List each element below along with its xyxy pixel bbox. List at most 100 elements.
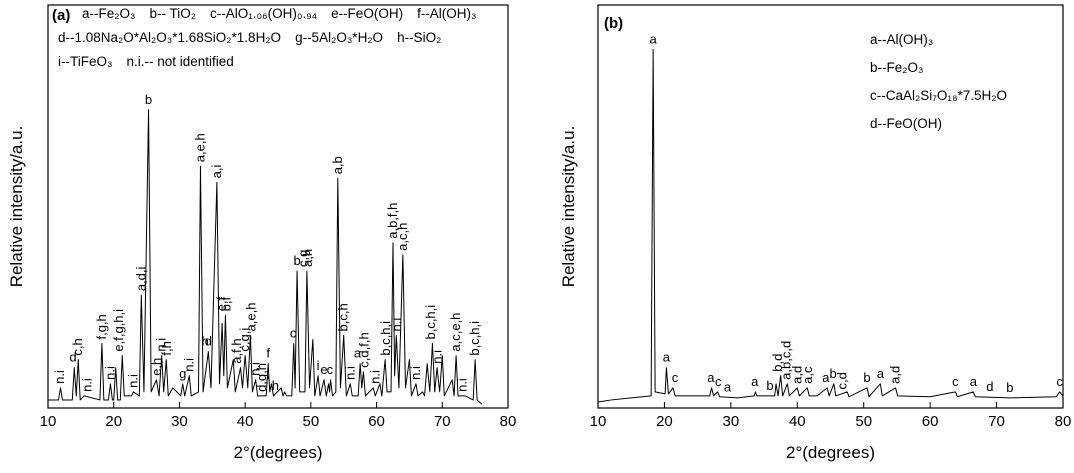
x-tick-label: 60 — [922, 413, 939, 430]
peak-label: c,d,f,h — [357, 332, 372, 367]
peak-label: f,g,h — [94, 314, 109, 339]
plot-frame — [47, 4, 509, 409]
peak-label: b — [1006, 380, 1013, 395]
x-tick-label: 50 — [303, 413, 320, 430]
peak-label: a,b,c,d — [779, 341, 794, 380]
peak-label: c — [290, 326, 297, 341]
peak-label: a,h — [300, 249, 315, 267]
peak-label: a,d — [888, 366, 903, 384]
peak-label: a — [707, 370, 715, 385]
peak-label: a,b — [330, 156, 345, 174]
peak-label: c,h — [70, 338, 85, 355]
peak-label: d,g,h — [254, 363, 269, 392]
peak-label: a — [822, 370, 830, 385]
x-tick-label: 40 — [237, 413, 254, 430]
peak-label: c,g,i — [237, 328, 252, 352]
legend-text: h--SiO₂ — [397, 30, 441, 45]
peak-label: e — [320, 362, 327, 377]
peak-label: a — [663, 350, 671, 365]
peak-label: d — [205, 334, 212, 349]
x-axis-label: 2°(degrees) — [786, 443, 875, 462]
peak-label: a,c — [800, 366, 815, 384]
peak-label: i — [317, 358, 320, 373]
peak-label: b — [830, 366, 837, 381]
x-tick-label: 10 — [590, 413, 607, 430]
panel-label: (a) — [52, 7, 70, 24]
spectrum-line — [597, 48, 1064, 403]
peak-label: e,h — [149, 358, 164, 376]
legend-text: d--FeO(OH) — [870, 116, 942, 131]
panel-label: (b) — [604, 15, 623, 32]
peak-label: c — [327, 362, 334, 377]
peak-label: d — [986, 379, 993, 394]
peak-label: n.i — [102, 366, 117, 380]
peak-label: c,g — [296, 250, 311, 267]
peak-label: d — [69, 350, 76, 365]
peak-label: h — [201, 334, 208, 349]
legend-text: a--Fe₂O₃ — [82, 6, 136, 21]
peak-label: a,e,h — [244, 303, 259, 332]
legend-text: b-- TiO₂ — [150, 6, 197, 21]
legend-text: b--Fe₂O₃ — [870, 60, 924, 75]
peak-label: n.i — [342, 366, 357, 380]
peak-label: b — [293, 253, 300, 268]
legend-text: e--FeO(OH) — [331, 6, 403, 21]
peak-label: a — [354, 346, 362, 361]
peak-label: n.i — [181, 358, 196, 372]
x-tick-label: 60 — [368, 413, 385, 430]
y-axis-label: Relative intensity/a.u. — [559, 126, 578, 288]
peak-label: a — [877, 366, 885, 381]
peak-label: a — [751, 374, 759, 389]
peak-label: b — [863, 370, 870, 385]
peak-label: a,i — [209, 164, 224, 178]
peak-label: a,d — [789, 366, 804, 384]
x-axis-label: 2°(degrees) — [233, 443, 322, 462]
legend-text: c--AlO₁.₀₆(OH)₀.₉₄ — [210, 6, 317, 21]
peak-label: c,d — [834, 372, 849, 389]
peak-label: a,c,e,h — [448, 313, 463, 352]
peak-label: b,d — [770, 354, 785, 372]
peak-label: e,f,g,h,i — [111, 309, 126, 352]
peak-label: f — [266, 346, 270, 361]
legend-text: c--CaAl₂Si₇O₁₈*7.5H₂O — [870, 88, 1007, 103]
peak-label: n.i — [389, 318, 404, 332]
legend-text: n.i.-- not identified — [127, 54, 234, 69]
peak-label: a,e,h — [192, 133, 207, 162]
x-tick-label: 70 — [988, 413, 1005, 430]
peak-label: c — [672, 370, 679, 385]
peak-label: n.i — [455, 378, 470, 392]
spectrum-line — [48, 109, 483, 405]
peak-label: a,b,f,h — [385, 203, 400, 239]
x-tick-label: 80 — [500, 413, 517, 430]
legend-text: g--5Al₂O₃*H₂O — [295, 30, 383, 45]
peak-label: c — [952, 374, 959, 389]
x-tick-label: 40 — [789, 413, 806, 430]
peak-label: b,c,h,i — [423, 305, 438, 340]
legend-text: f--Al(OH)₃ — [417, 6, 476, 21]
peak-label: n.i — [79, 378, 94, 392]
peak-label: e,f — [214, 296, 229, 311]
peak-label: f,h — [159, 341, 174, 355]
peak-label: c — [715, 374, 722, 389]
peak-label: n.i — [125, 374, 140, 388]
peak-label: n.i — [52, 370, 67, 384]
peak-label: b,c,h — [336, 303, 351, 331]
peak-label: b — [145, 92, 152, 107]
peak-label: c — [1056, 374, 1063, 389]
peak-label: n.i — [408, 366, 423, 380]
peak-label: a — [650, 31, 658, 46]
x-tick-label: 20 — [656, 413, 673, 430]
peak-label: n.i — [367, 370, 382, 384]
x-tick-label: 20 — [105, 413, 122, 430]
legend-text: a--Al(OH)₃ — [870, 32, 933, 47]
peak-label: b,f — [219, 296, 234, 311]
peak-label: n.i — [154, 338, 169, 352]
legend-text: i--TiFeO₃ — [58, 54, 113, 69]
x-tick-label: 80 — [1055, 413, 1072, 430]
x-tick-label: 30 — [171, 413, 188, 430]
peak-label: a — [724, 379, 732, 394]
peak-label: a — [970, 374, 978, 389]
y-axis-label: Relative intensity/a.u. — [7, 126, 26, 288]
peak-label: n.i — [248, 362, 263, 376]
x-tick-label: 10 — [40, 413, 57, 430]
